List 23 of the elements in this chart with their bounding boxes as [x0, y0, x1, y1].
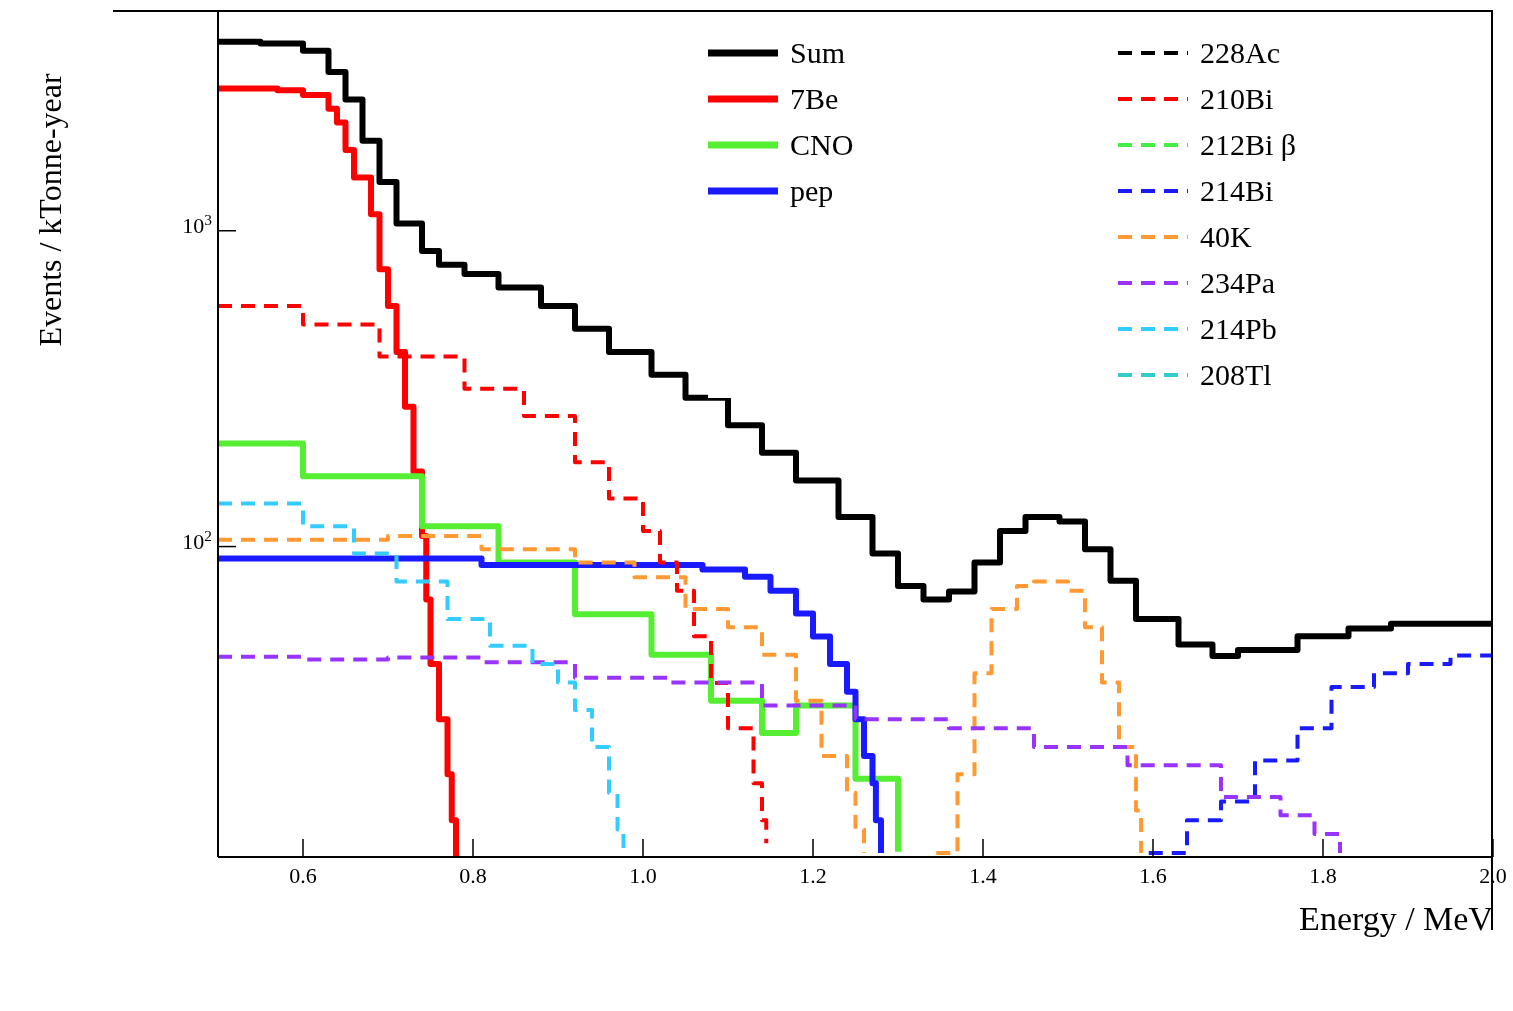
legend-label: 7Be	[790, 82, 839, 116]
x-tick-label: 1.8	[1309, 863, 1337, 888]
legend-label: 214Bi	[1200, 174, 1274, 208]
legend-label: CNO	[790, 128, 854, 162]
x-tick-label: 1.2	[799, 863, 827, 888]
legend-label: 234Pa	[1200, 266, 1275, 300]
x-tick-label: 1.0	[629, 863, 657, 888]
legend-label: 228Ac	[1200, 36, 1280, 70]
x-axis-title: Energy / MeV	[1299, 900, 1494, 937]
x-tick-label: 1.6	[1139, 863, 1167, 888]
legend-label: 208Tl	[1200, 358, 1272, 392]
legend-label: Sum	[790, 36, 846, 70]
y-tick-label: 10$^{2}$	[182, 526, 212, 554]
legend-label: 40K	[1200, 220, 1252, 254]
legend-label: 214Pb	[1200, 312, 1277, 346]
legend-label: pep	[790, 174, 834, 208]
y-tick-label: 10$^{3}$	[182, 210, 213, 238]
legend-label: 212Bi β	[1200, 128, 1297, 162]
x-tick-label: 0.8	[459, 863, 487, 888]
x-tick-label: 1.4	[969, 863, 997, 888]
x-tick-label: 0.6	[289, 863, 317, 888]
y-axis-title: Events / kTonne-year	[31, 73, 68, 347]
legend-label: 210Bi	[1200, 82, 1274, 116]
